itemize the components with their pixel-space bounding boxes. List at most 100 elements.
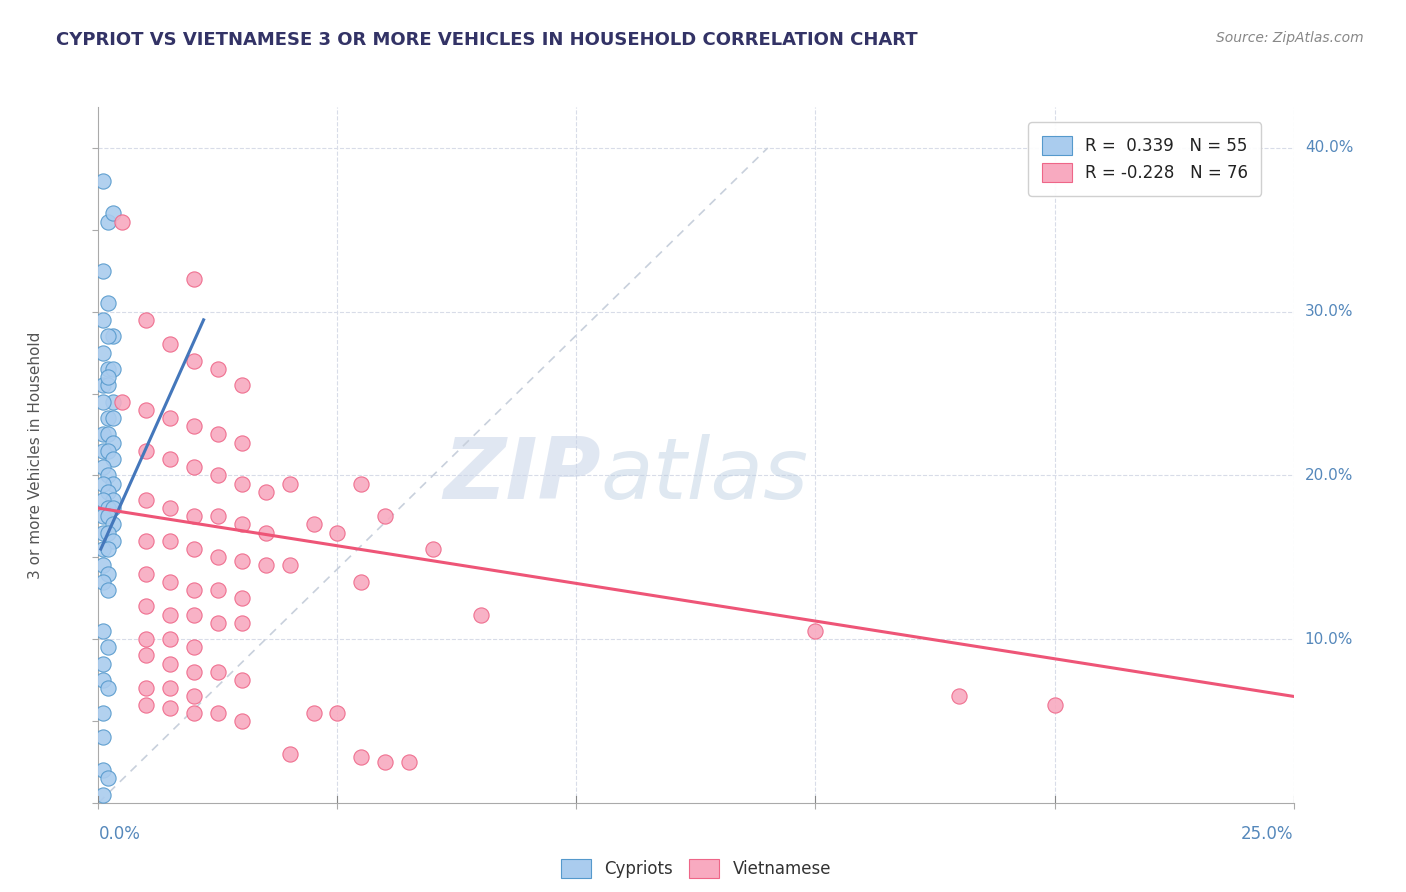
Point — [254, 525, 277, 540]
Point — [101, 435, 124, 450]
Point — [97, 681, 120, 696]
Point — [91, 624, 114, 638]
Point — [207, 550, 229, 565]
Point — [159, 501, 181, 516]
Point — [207, 615, 229, 630]
Point — [302, 706, 325, 720]
Point — [350, 574, 373, 589]
Point — [183, 582, 205, 597]
Point — [97, 525, 120, 540]
Point — [159, 452, 181, 467]
Point — [159, 681, 181, 696]
Point — [101, 411, 124, 425]
Point — [91, 731, 114, 745]
Point — [91, 525, 114, 540]
Point — [135, 648, 157, 663]
Point — [207, 468, 229, 483]
Point — [97, 542, 120, 557]
Point — [101, 329, 124, 343]
Point — [159, 533, 181, 548]
Point — [101, 362, 124, 376]
Point — [231, 378, 253, 392]
Point — [135, 492, 157, 507]
Point — [97, 640, 120, 655]
Point — [231, 553, 253, 567]
Point — [97, 566, 120, 581]
Point — [91, 443, 114, 458]
Point — [91, 476, 114, 491]
Point — [326, 525, 349, 540]
Point — [302, 517, 325, 532]
Point — [91, 657, 114, 671]
Point — [97, 329, 120, 343]
Point — [135, 533, 157, 548]
Point — [183, 607, 205, 622]
Point — [101, 206, 124, 220]
Point — [101, 517, 124, 532]
Text: 25.0%: 25.0% — [1241, 825, 1294, 843]
Text: atlas: atlas — [600, 434, 808, 517]
Point — [278, 558, 301, 573]
Point — [97, 411, 120, 425]
Point — [91, 313, 114, 327]
Point — [101, 533, 124, 548]
Point — [231, 476, 253, 491]
Point — [254, 484, 277, 499]
Point — [97, 771, 120, 785]
Point — [1043, 698, 1066, 712]
Point — [159, 657, 181, 671]
Point — [97, 509, 120, 524]
Text: ZIP: ZIP — [443, 434, 600, 517]
Point — [91, 460, 114, 475]
Point — [135, 632, 157, 646]
Point — [101, 476, 124, 491]
Point — [350, 476, 373, 491]
Point — [948, 690, 970, 704]
Text: CYPRIOT VS VIETNAMESE 3 OR MORE VEHICLES IN HOUSEHOLD CORRELATION CHART: CYPRIOT VS VIETNAMESE 3 OR MORE VEHICLES… — [56, 31, 918, 49]
Point — [97, 214, 120, 228]
Point — [231, 517, 253, 532]
Point — [91, 763, 114, 777]
Point — [207, 362, 229, 376]
Point — [101, 452, 124, 467]
Point — [135, 443, 157, 458]
Point — [91, 788, 114, 802]
Point — [374, 755, 396, 769]
Point — [231, 615, 253, 630]
Point — [97, 370, 120, 384]
Text: 0.0%: 0.0% — [98, 825, 141, 843]
Point — [91, 394, 114, 409]
Text: 3 or more Vehicles in Household: 3 or more Vehicles in Household — [28, 331, 42, 579]
Point — [231, 714, 253, 728]
Point — [101, 394, 124, 409]
Point — [278, 747, 301, 761]
Point — [97, 443, 120, 458]
Point — [183, 353, 205, 368]
Point — [470, 607, 492, 622]
Text: 20.0%: 20.0% — [1305, 468, 1353, 483]
Point — [111, 214, 134, 228]
Point — [91, 542, 114, 557]
Point — [183, 690, 205, 704]
Legend: Cypriots, Vietnamese: Cypriots, Vietnamese — [554, 853, 838, 885]
Point — [91, 673, 114, 687]
Point — [97, 378, 120, 392]
Point — [91, 345, 114, 359]
Point — [231, 673, 253, 687]
Point — [91, 574, 114, 589]
Point — [91, 706, 114, 720]
Point — [97, 362, 120, 376]
Point — [374, 509, 396, 524]
Point — [804, 624, 827, 638]
Point — [101, 492, 124, 507]
Text: 10.0%: 10.0% — [1305, 632, 1353, 647]
Point — [91, 378, 114, 392]
Point — [183, 419, 205, 434]
Point — [135, 599, 157, 614]
Point — [254, 558, 277, 573]
Point — [207, 665, 229, 679]
Point — [159, 411, 181, 425]
Point — [278, 476, 301, 491]
Point — [91, 492, 114, 507]
Point — [159, 337, 181, 351]
